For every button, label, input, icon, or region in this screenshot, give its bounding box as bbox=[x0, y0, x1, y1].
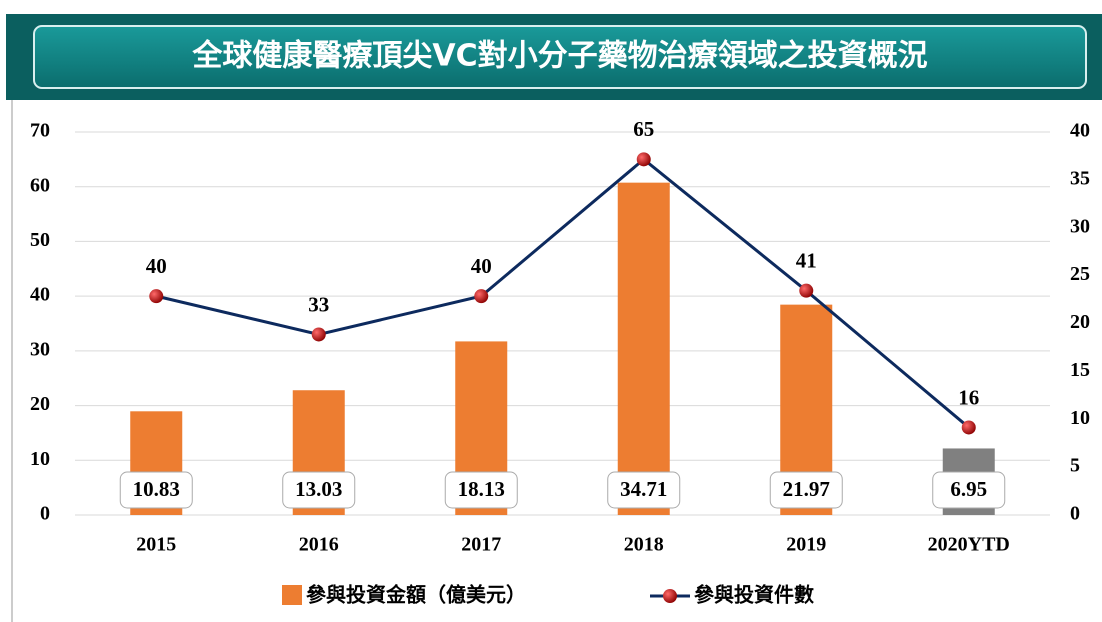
title-box bbox=[33, 25, 1087, 89]
x-tick-label: 2019 bbox=[786, 534, 826, 556]
legend-label: 參與投資件數 bbox=[694, 583, 814, 607]
value-label-box bbox=[444, 471, 518, 509]
y-tick-label: 70 bbox=[30, 120, 50, 142]
x-tick-label: 2015 bbox=[136, 534, 176, 556]
x-tick-label: 2018 bbox=[624, 534, 664, 556]
y2-tick-label: 20 bbox=[1070, 311, 1090, 333]
x-tick-label: 2016 bbox=[299, 534, 339, 556]
marker bbox=[799, 283, 814, 298]
value-label: 6.95 bbox=[950, 477, 987, 501]
value-label: 65 bbox=[633, 117, 654, 141]
value-label: 34.71 bbox=[620, 477, 667, 501]
value-label-box bbox=[119, 471, 193, 509]
y2-tick-label: 5 bbox=[1070, 455, 1080, 477]
legend-marker bbox=[663, 589, 677, 603]
value-label: 33 bbox=[308, 292, 329, 316]
line bbox=[155, 157, 970, 429]
value-label: 10.83 bbox=[133, 477, 180, 501]
value-label-box bbox=[932, 471, 1006, 509]
value-label-box bbox=[769, 471, 843, 509]
y-tick-label: 60 bbox=[30, 174, 50, 196]
y2-tick-label: 35 bbox=[1070, 167, 1090, 189]
marker bbox=[149, 289, 164, 304]
marker bbox=[636, 152, 651, 167]
value-label: 13.03 bbox=[295, 477, 342, 501]
value-label: 18.13 bbox=[458, 477, 505, 501]
marker bbox=[311, 327, 326, 342]
marker bbox=[474, 289, 489, 304]
value-label: 40 bbox=[146, 254, 167, 278]
y-tick-label: 30 bbox=[30, 338, 50, 360]
y2-tick-label: 30 bbox=[1070, 215, 1090, 237]
legend-swatch bbox=[282, 585, 302, 605]
value-label: 40 bbox=[471, 254, 492, 278]
y2-tick-label: 40 bbox=[1070, 120, 1090, 142]
value-label: 41 bbox=[796, 248, 817, 272]
value-label-box bbox=[282, 471, 356, 509]
y2-tick-label: 25 bbox=[1070, 263, 1090, 285]
y2-tick-label: 15 bbox=[1070, 359, 1090, 381]
bar bbox=[617, 182, 670, 516]
marker bbox=[961, 420, 976, 435]
x-tick-label: 2017 bbox=[461, 534, 501, 556]
legend-label: 參與投資金額（億美元） bbox=[306, 583, 526, 607]
chart-title: 全球健康醫療頂尖VC對小分子藥物治療領域之投資概況 bbox=[191, 39, 927, 74]
value-label: 16 bbox=[958, 385, 979, 409]
value-label: 21.97 bbox=[783, 477, 830, 501]
y2-tick-label: 0 bbox=[1070, 503, 1080, 525]
y-tick-label: 0 bbox=[40, 503, 50, 525]
value-label-box bbox=[607, 471, 681, 509]
x-tick-label: 2020YTD bbox=[928, 534, 1010, 556]
y-tick-label: 20 bbox=[30, 393, 50, 415]
y-tick-label: 10 bbox=[30, 448, 50, 470]
y-tick-label: 50 bbox=[30, 229, 50, 251]
y2-tick-label: 10 bbox=[1070, 407, 1090, 429]
y-tick-label: 40 bbox=[30, 284, 50, 306]
